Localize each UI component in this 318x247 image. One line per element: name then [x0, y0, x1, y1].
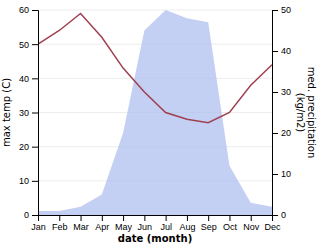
tick-label: Sep: [201, 222, 217, 232]
tick-mark: [272, 133, 278, 134]
tick-mark: [144, 215, 145, 221]
tick-mark: [32, 113, 38, 114]
tick-mark: [229, 215, 230, 221]
tick-label: 40: [19, 74, 29, 84]
tick-label: 20: [281, 128, 291, 138]
tick: Jan: [31, 215, 46, 232]
tick: 10: [19, 176, 38, 186]
tick-label: 60: [19, 5, 29, 15]
tick: Mar: [73, 215, 89, 232]
tick-label: 50: [19, 40, 29, 50]
tick-mark: [272, 215, 278, 216]
tick: 50: [19, 40, 38, 50]
tick-label: Dec: [264, 222, 281, 232]
plot: JanFebMarAprMayJunJulAugSepOctNovDec0102…: [19, 5, 291, 232]
tick: 20: [19, 142, 38, 152]
tick-label: Aug: [179, 222, 195, 232]
grid-line: [38, 10, 272, 11]
tick-label: Feb: [52, 222, 68, 232]
tick: Apr: [95, 215, 109, 232]
tick: 0: [272, 210, 286, 220]
tick-mark: [32, 147, 38, 148]
tick-mark: [102, 215, 103, 221]
x-axis: Jan Feb Mar Apr May Jun Jul Aug Sep Oct Nov Dec: [31, 215, 281, 232]
tick-mark: [251, 215, 252, 221]
tick-label: 40: [281, 46, 291, 56]
tick-mark: [187, 215, 188, 221]
tick: Feb: [52, 215, 68, 232]
tick: 40: [272, 46, 291, 56]
tick: 10: [272, 169, 291, 179]
tick: 40: [19, 74, 38, 84]
tick-mark: [81, 215, 82, 221]
tick-mark: [272, 92, 278, 93]
tick-mark: [272, 174, 278, 175]
tick: 20: [272, 128, 291, 138]
y-axis-title: max temp (C): [1, 78, 12, 147]
axis-line: [273, 11, 279, 216]
tick-label: Jun: [138, 222, 153, 232]
y-axis: 0 10 20 30 40 50 60: [19, 5, 39, 220]
tick: Jun: [138, 215, 153, 232]
x-axis-title: date (month): [118, 233, 192, 244]
line-chart: JanFebMarAprMayJunJulAugSepOctNovDec0102…: [0, 0, 318, 247]
tick: Sep: [201, 215, 217, 232]
grid: [38, 10, 272, 215]
tick-label: Mar: [73, 222, 89, 232]
tick: Oct: [223, 215, 238, 232]
tick: 50: [272, 5, 291, 15]
tick-label: Jan: [31, 222, 46, 232]
tick: May: [115, 215, 133, 232]
tick-label: Oct: [223, 222, 238, 232]
tick: 30: [19, 108, 38, 118]
tick-label: 20: [19, 142, 29, 152]
tick-mark: [208, 215, 209, 221]
tick-label: 30: [281, 87, 291, 97]
tick-mark: [272, 51, 278, 52]
tick-mark: [32, 10, 38, 11]
tick: 60: [19, 5, 38, 15]
tick-mark: [32, 181, 38, 182]
tick: Nov: [243, 215, 260, 232]
tick: 0: [24, 210, 38, 220]
tick-label: 50: [281, 5, 291, 15]
tick-label: Apr: [95, 222, 109, 232]
tick-label: 10: [281, 169, 291, 179]
tick-mark: [123, 215, 124, 221]
y2-axis-title-line: med. precipitation: [306, 67, 317, 159]
tick: Aug: [179, 215, 195, 232]
tick-label: May: [115, 222, 133, 232]
tick-label: 30: [19, 108, 29, 118]
line: [38, 13, 272, 122]
y2-axis-title: med. precipitation(kg/m2): [295, 67, 317, 159]
axis-line: [39, 216, 273, 222]
y2-axis: 0 10 20 30 40 50: [272, 5, 291, 220]
tick: 30: [272, 87, 291, 97]
tick-label: Nov: [243, 222, 260, 232]
tick-mark: [166, 215, 167, 221]
area: [38, 10, 272, 215]
tick-label: 0: [281, 210, 286, 220]
tick-mark: [32, 44, 38, 45]
tick: Dec: [264, 215, 281, 232]
tick-label: Jul: [160, 222, 172, 232]
marks: [38, 10, 272, 215]
tick-mark: [32, 215, 38, 216]
tick-label: 10: [19, 176, 29, 186]
tick-mark: [59, 215, 60, 221]
y2-axis-title-line: (kg/m2): [295, 93, 306, 133]
tick: Jul: [160, 215, 172, 232]
tick-label: 0: [24, 210, 29, 220]
tick-mark: [272, 10, 278, 11]
axis-line: [32, 11, 39, 216]
tick-mark: [32, 78, 38, 79]
